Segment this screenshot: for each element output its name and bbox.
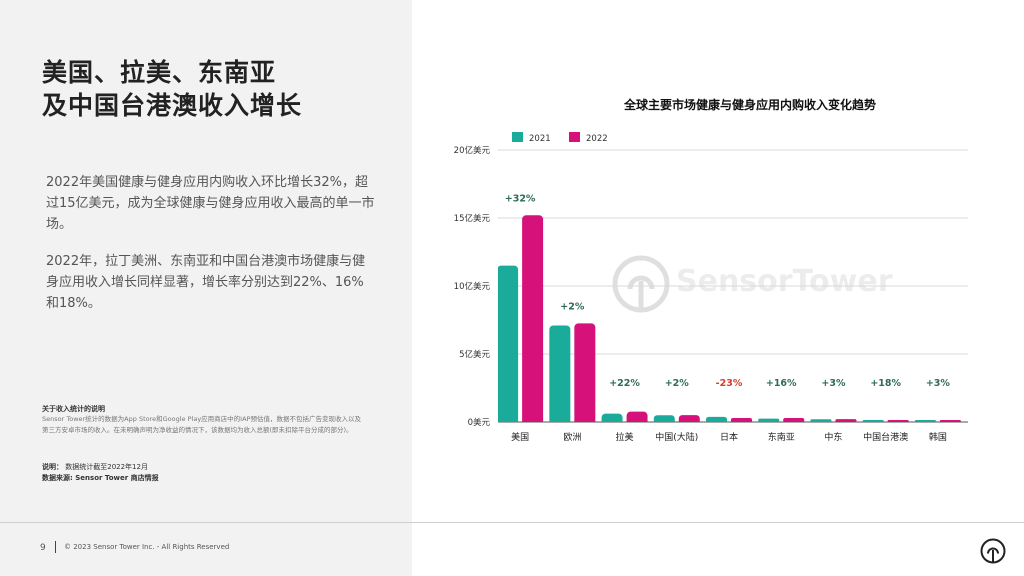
- bar: [731, 418, 752, 422]
- bar: [887, 420, 909, 422]
- note-body: Sensor Tower统计的数据为App Store和Google Play应…: [42, 415, 361, 434]
- x-tick-label: 欧洲: [563, 431, 581, 443]
- data-source-note: 数据来源: Sensor Tower 商店情报: [42, 473, 159, 483]
- legend-label: 2021: [529, 134, 551, 144]
- footer-divider: [0, 522, 1024, 523]
- watermark-logo-icon: [612, 255, 670, 313]
- x-tick-label: 美国: [511, 431, 529, 443]
- bar: [626, 411, 648, 422]
- bar: [862, 420, 884, 422]
- data-cutoff-note: 说明： 数据统计截至2022年12月: [42, 462, 148, 472]
- sensor-tower-logo-icon: [980, 538, 1006, 564]
- y-tick-label: 15亿美元: [454, 213, 491, 224]
- bar: [678, 415, 700, 422]
- x-tick-label: 中国(大陆): [655, 431, 698, 443]
- footer-left-bg: [0, 522, 412, 576]
- growth-label: +2%: [665, 378, 690, 389]
- bar: [783, 418, 805, 422]
- legend-swatch: [569, 132, 580, 142]
- data-cutoff-text: 数据统计截至2022年12月: [65, 463, 148, 471]
- y-tick-label: 5亿美元: [459, 349, 490, 360]
- note-title: 关于收入统计的说明: [42, 405, 105, 413]
- bar: [653, 415, 675, 422]
- growth-label: +32%: [505, 193, 536, 204]
- watermark-text: SensorTower: [676, 264, 893, 299]
- growth-label: +16%: [766, 378, 797, 389]
- page-number-separator: [55, 541, 56, 553]
- paragraph-us-growth: 2022年美国健康与健身应用内购收入环比增长32%，超过15亿美元，成为全球健康…: [46, 175, 375, 232]
- growth-label: +18%: [870, 378, 901, 389]
- data-source-label: 数据来源:: [42, 474, 73, 482]
- y-tick-label: 0美元: [468, 417, 491, 428]
- x-tick-label: 日本: [720, 431, 738, 443]
- title-line-1: 美国、拉美、东南亚: [42, 58, 277, 87]
- y-tick-label: 20亿美元: [454, 145, 491, 156]
- bar: [706, 416, 727, 422]
- bar: [835, 419, 857, 422]
- data-source-text: Sensor Tower 商店情报: [75, 474, 159, 482]
- growth-label: +3%: [926, 378, 951, 389]
- y-tick-label: 10亿美元: [454, 281, 491, 292]
- x-tick-label: 韩国: [929, 431, 947, 443]
- left-panel: [0, 0, 412, 522]
- bar: [758, 418, 780, 422]
- x-tick-label: 东南亚: [768, 431, 795, 443]
- growth-label: -23%: [716, 378, 743, 389]
- title-line-2: 及中国台港澳收入增长: [42, 91, 303, 120]
- bar: [810, 419, 832, 422]
- bar: [549, 325, 571, 422]
- x-tick-label: 拉美: [616, 431, 634, 443]
- growth-label: +22%: [609, 378, 640, 389]
- copyright: © 2023 Sensor Tower Inc. - All Rights Re…: [64, 543, 230, 551]
- bar: [914, 420, 936, 422]
- bar: [498, 265, 519, 422]
- page-number: 9: [40, 543, 46, 553]
- data-cutoff-label: 说明：: [42, 463, 63, 471]
- growth-label: +3%: [821, 378, 846, 389]
- bar: [574, 323, 596, 422]
- bar: [601, 413, 623, 422]
- legend-swatch: [512, 132, 523, 142]
- growth-label: +2%: [560, 301, 585, 312]
- bar: [522, 215, 544, 422]
- x-tick-label: 中东: [824, 431, 842, 443]
- paragraph-regional-growth: 2022年，拉丁美洲、东南亚和中国台港澳市场健康与健身应用收入增长同样显著，增长…: [46, 254, 366, 311]
- page-title: 美国、拉美、东南亚 及中国台港澳收入增长: [42, 56, 302, 122]
- chart-title: 全球主要市场健康与健身应用内购收入变化趋势: [623, 98, 876, 112]
- x-tick-label: 中国台港澳: [863, 431, 908, 443]
- bar: [939, 420, 961, 422]
- legend-label: 2022: [586, 134, 608, 144]
